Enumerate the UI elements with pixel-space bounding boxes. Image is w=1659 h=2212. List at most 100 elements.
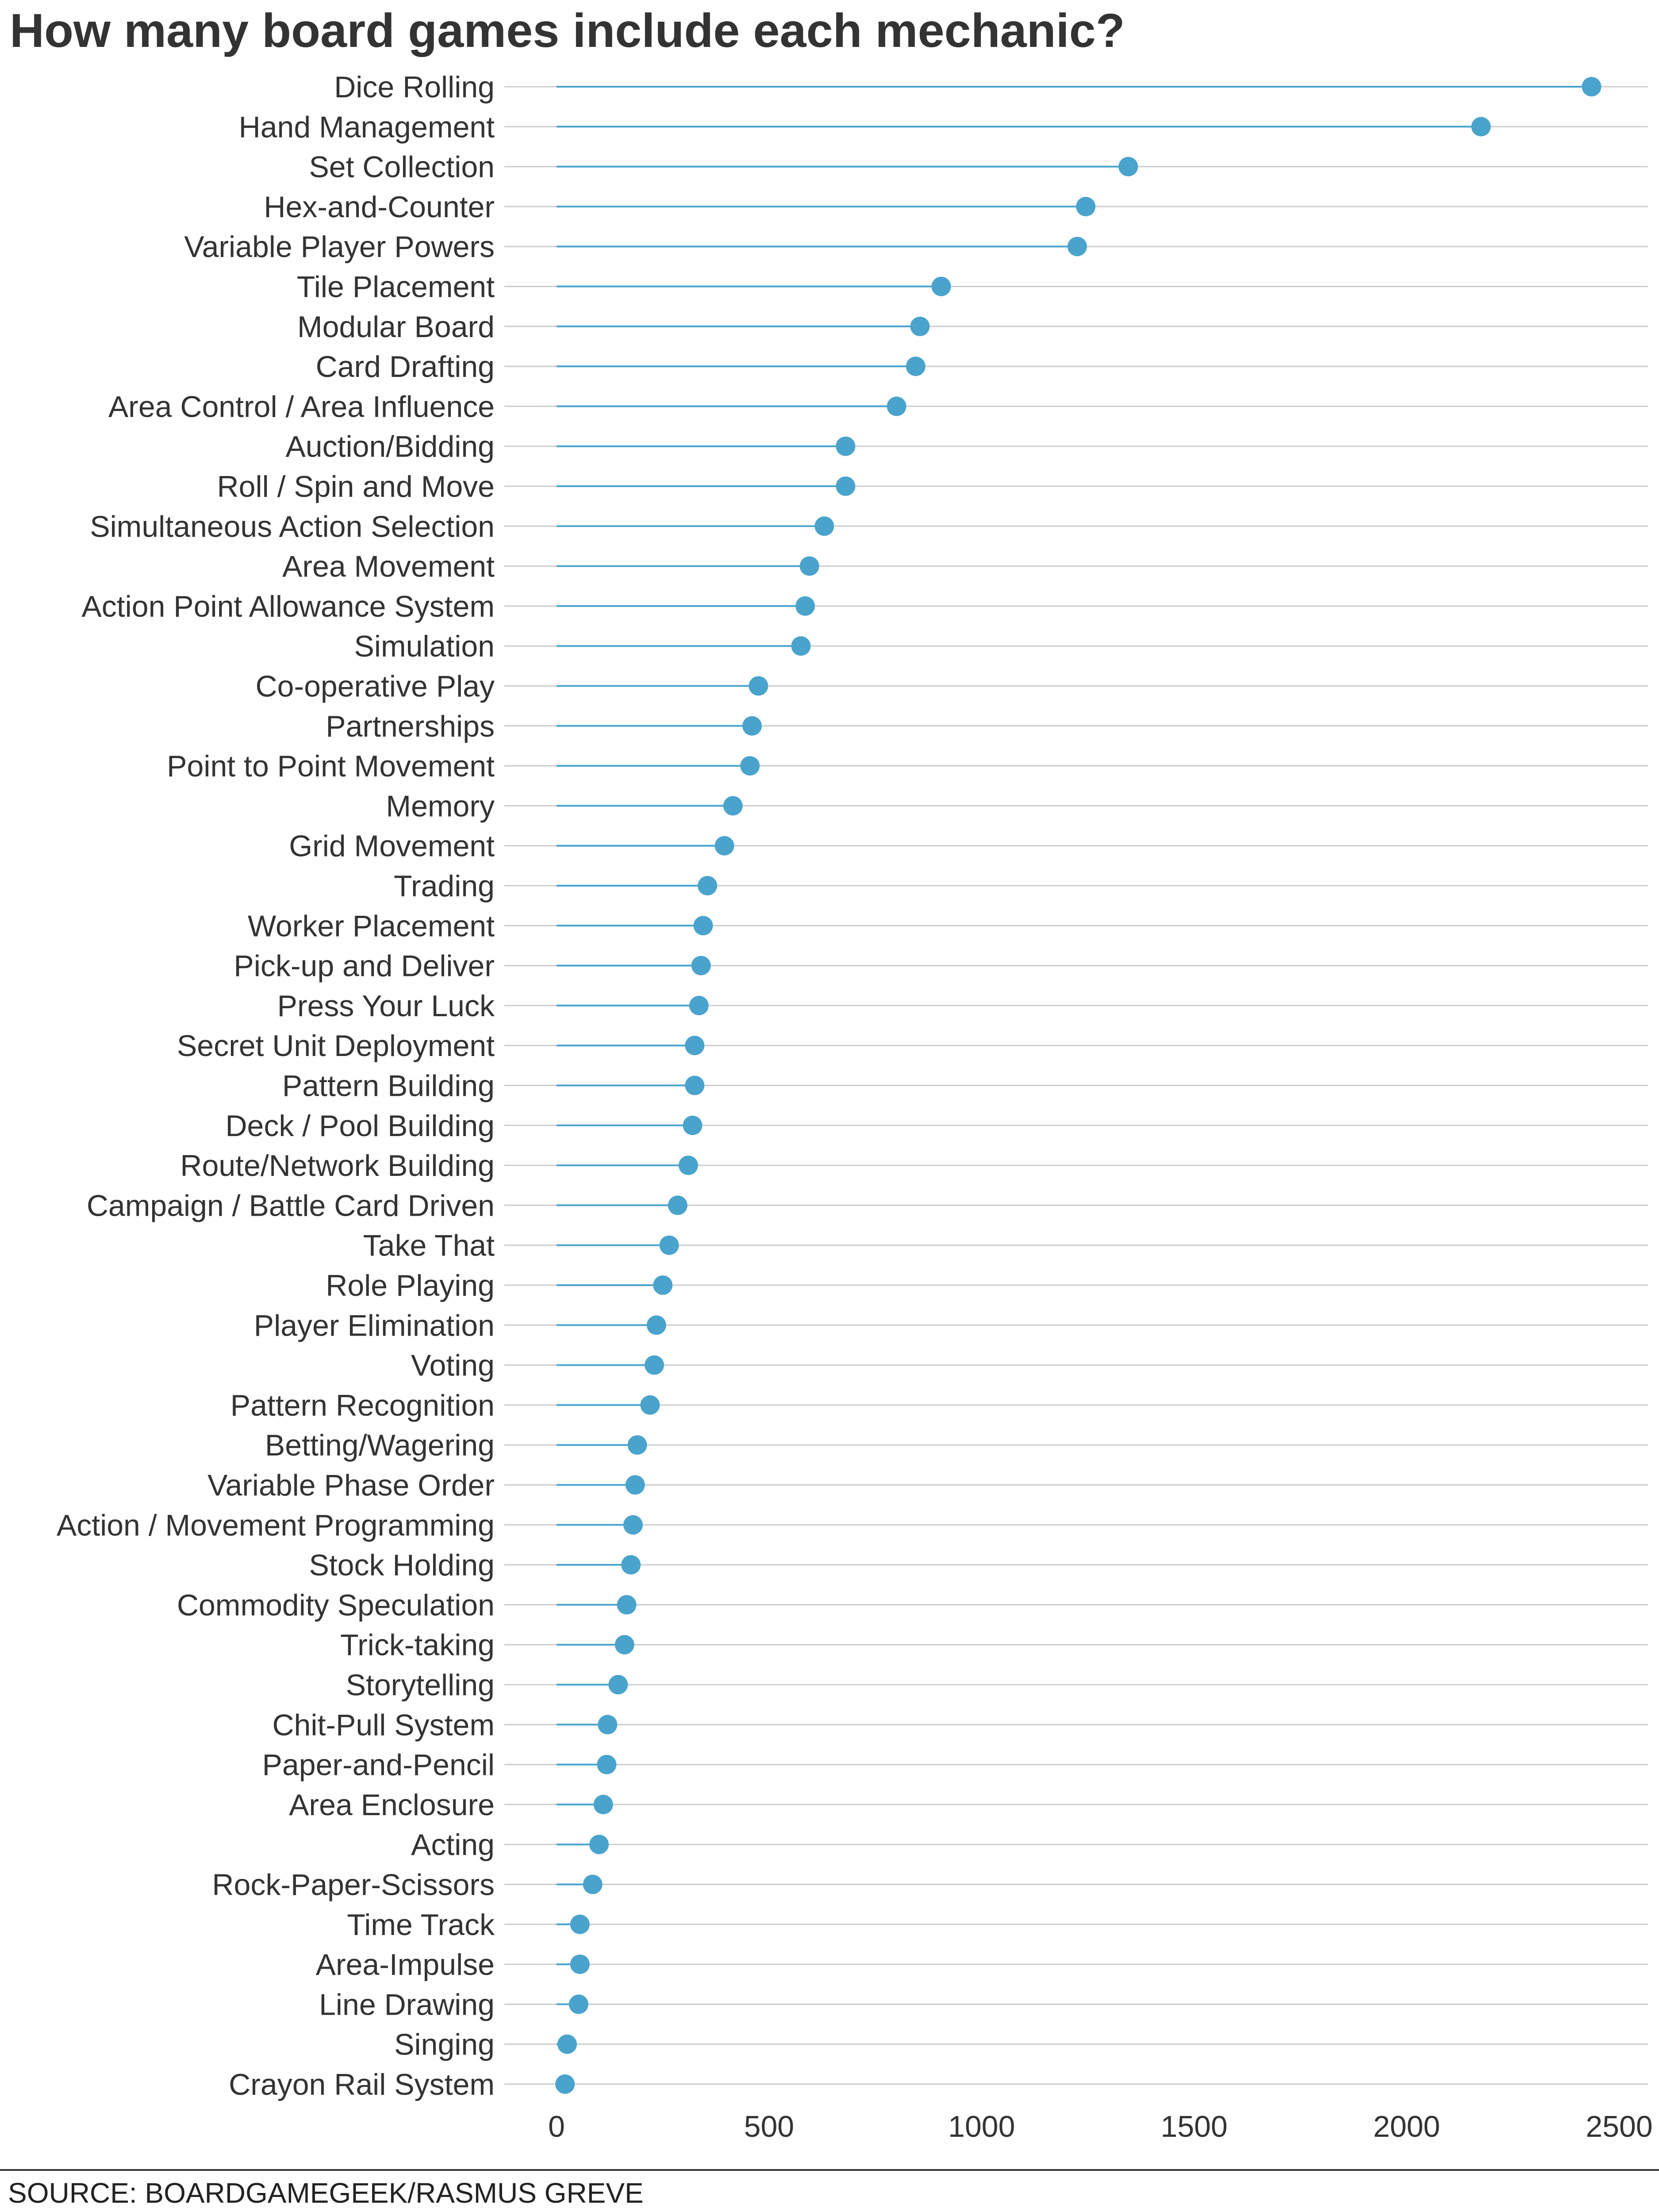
category-label: Crayon Rail System [229,2068,495,2101]
category-label: Time Track [347,1908,495,1942]
lollipop-dot [668,1195,687,1215]
lollipop-dot [583,1874,603,1894]
lollipop-dot [683,1115,703,1135]
category-label: Action / Movement Programming [57,1509,495,1542]
lollipop-dot [1118,157,1138,177]
category-label: Auction/Bidding [285,430,495,464]
category-label: Card Drafting [316,350,495,384]
category-label: Pattern Building [282,1069,495,1103]
category-label: Stock Holding [309,1548,495,1582]
chart-title: How many board games include each mechan… [10,4,1125,57]
x-tick-label: 2000 [1373,2110,1440,2143]
lollipop-dot [617,1595,637,1615]
lollipop-dot [644,1355,664,1375]
lollipop-dot [608,1675,628,1694]
category-label: Simultaneous Action Selection [90,510,495,543]
category-label: Trick-taking [340,1628,495,1662]
category-label: Variable Player Powers [184,230,495,264]
lollipop-dot [589,1835,609,1855]
category-label: Paper-and-Pencil [262,1748,495,1782]
lollipop-dot [627,1435,647,1455]
lollipop-dot [557,2034,577,2054]
category-label: Worker Placement [248,909,495,943]
category-label: Role Playing [326,1269,495,1302]
lollipop-dot [646,1315,666,1335]
category-label: Storytelling [346,1668,495,1702]
category-label: Memory [386,789,495,823]
category-label: Take That [363,1229,495,1263]
source-note: SOURCE: BOARDGAMEGEEK/RASMUS GREVE [8,2177,644,2209]
category-label: Area-Impulse [316,1948,495,1982]
category-label: Area Enclosure [289,1788,495,1822]
category-label: Singing [394,2028,495,2062]
lollipop-dot [714,836,734,856]
lollipop-dot [693,916,713,936]
lollipop-dot [625,1475,645,1495]
x-tick-label: 1500 [1161,2110,1228,2143]
lollipop-dot [740,756,760,776]
lollipop-dot [906,357,926,376]
lollipop-dot [698,876,718,895]
category-label: Point to Point Movement [167,749,495,783]
lollipop-dot [749,676,768,696]
category-label: Line Drawing [319,1988,495,2021]
lollipop-dot [555,2074,575,2094]
category-label: Dice Rolling [334,70,495,104]
category-label: Rock-Paper-Scissors [212,1868,495,1902]
category-label: Player Elimination [254,1309,495,1342]
lollipop-dot [621,1555,641,1575]
lollipop-dot [685,1036,705,1056]
lollipop-dot [685,1075,705,1095]
lollipop-dot [614,1635,634,1655]
category-label: Partnerships [326,710,495,743]
category-label: Hand Management [239,110,495,144]
lollipop-dot [597,1755,617,1774]
category-label: Commodity Speculation [177,1588,495,1622]
category-label: Simulation [354,630,495,663]
lollipop-dot [1076,196,1096,216]
category-label: Chit-Pull System [272,1708,495,1742]
lollipop-dot [640,1395,660,1415]
lollipop-dot [659,1235,679,1255]
category-label: Grid Movement [289,830,495,863]
lollipop-dot [678,1156,698,1175]
lollipop-dot [814,516,834,536]
lollipop-dot [931,276,951,296]
category-label: Campaign / Battle Card Driven [87,1189,495,1222]
lollipop-dot [623,1515,643,1535]
lollipop-dot [570,1955,590,1974]
x-tick-label: 0 [548,2110,565,2143]
lollipop-dot [598,1715,618,1735]
lollipop-dot [653,1275,673,1295]
category-label: Pattern Recognition [230,1389,495,1422]
category-label: Set Collection [309,150,495,184]
category-label: Pick-up and Deliver [234,949,495,983]
category-label: Variable Phase Order [207,1469,495,1502]
lollipop-dot [689,995,709,1015]
lollipop-dot [568,1994,588,2014]
lollipop-dot [593,1794,613,1814]
lollipop-dot [1067,237,1087,257]
category-label: Route/Network Building [180,1149,495,1183]
lollipop-dot [836,436,856,456]
lollipop-dot [1471,117,1491,137]
category-label: Action Point Allowance System [81,590,495,623]
category-label: Roll / Spin and Move [217,470,495,503]
lollipop-dot [723,796,743,816]
lollipop-dot [570,1914,590,1934]
lollipop-dot [1582,77,1601,96]
category-label: Acting [411,1828,495,1862]
category-label: Betting/Wagering [265,1429,495,1462]
x-tick-label: 2500 [1586,2110,1652,2143]
lollipop-dot [799,556,819,576]
category-label: Tile Placement [297,270,495,304]
category-label: Voting [411,1349,495,1382]
lollipop-dot [887,396,906,416]
category-label: Area Control / Area Influence [108,390,495,423]
category-label: Secret Unit Deployment [177,1029,495,1063]
lollipop-dot [691,956,711,975]
category-label: Deck / Pool Building [225,1109,495,1143]
x-tick-label: 1000 [948,2110,1015,2143]
lollipop-dot [910,316,930,336]
